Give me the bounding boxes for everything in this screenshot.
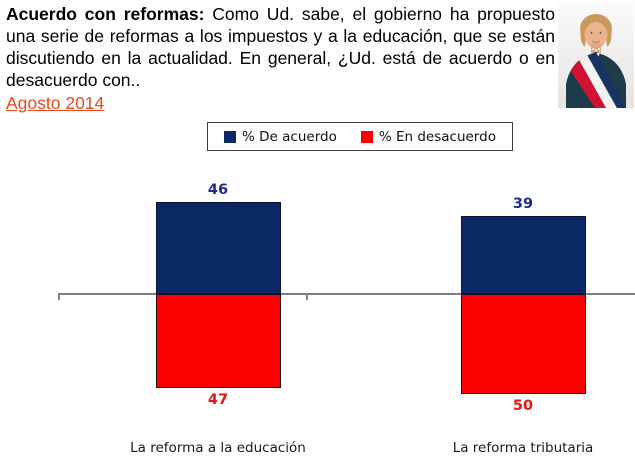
bar-disagree (460, 294, 586, 394)
legend-label-agree: % De acuerdo (242, 128, 337, 145)
bar-agree (460, 216, 586, 294)
category-label: La reforma a la educación (130, 440, 306, 456)
question-text: Acuerdo con reformas: Como Ud. sabe, el … (6, 3, 555, 91)
question-text-block: Acuerdo con reformas: Como Ud. sabe, el … (6, 3, 555, 114)
axis-tick (306, 293, 308, 300)
x-axis (58, 293, 635, 295)
chart-legend: % De acuerdo % En desacuerdo (207, 122, 513, 151)
bar-disagree (155, 294, 281, 388)
axis-tick (58, 293, 60, 300)
question-body: Como Ud. sabe, el gobierno ha propuesto … (6, 4, 555, 90)
bar-agree (155, 202, 281, 294)
value-label-agree: 46 (207, 182, 229, 198)
legend-swatch-disagree-icon (360, 130, 373, 143)
value-label-disagree: 50 (512, 398, 534, 414)
president-portrait-drawing (558, 4, 634, 108)
question-title: Acuerdo con reformas: (6, 4, 205, 24)
survey-date-link[interactable]: Agosto 2014 (6, 93, 105, 113)
legend-swatch-agree-icon (224, 130, 237, 143)
legend-item-agree: % De acuerdo (224, 129, 337, 145)
category-label: La reforma tributaria (452, 440, 594, 456)
legend-label-disagree: % En desacuerdo (378, 128, 496, 145)
president-photo (558, 4, 634, 108)
legend-item-disagree: % En desacuerdo (360, 128, 496, 145)
value-label-disagree: 47 (207, 392, 229, 408)
value-label-agree: 39 (512, 196, 534, 212)
